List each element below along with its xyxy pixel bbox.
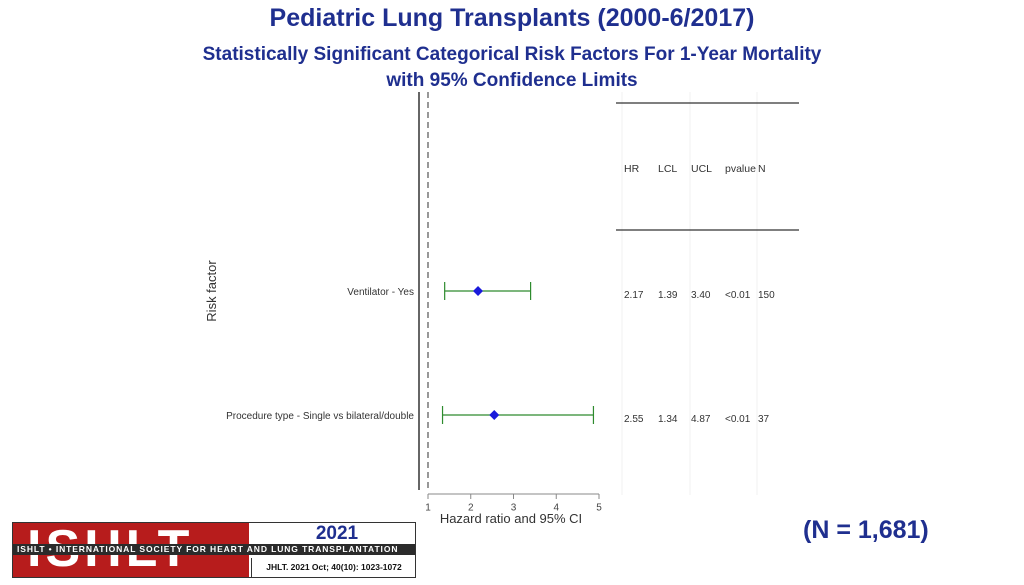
x-axis-title: Hazard ratio and 95% CI [440,511,582,526]
hr-point-2 [489,410,500,420]
x-tick-label-1: 1 [425,502,431,513]
row-label-2: Procedure type - Single vs bilateral/dou… [226,411,414,422]
ishlt-logo: ISHLT ISHLT • INTERNATIONAL SOCIETY FOR … [12,522,416,578]
y-axis-title: Risk factor [204,260,219,322]
page-subtitle: Statistically Significant Categorical Ri… [0,42,1024,94]
table-header-hr: HR [624,163,640,175]
table-header-pvalue: pvalue [725,163,756,175]
row-1-pvalue-cell: <0.01 [725,290,751,301]
row-1-ucl-cell: 3.40 [691,290,711,301]
row-1-n-cell: 150 [758,290,775,301]
row-2-hr-cell: 2.55 [624,414,644,425]
logo-society-band: ISHLT • INTERNATIONAL SOCIETY FOR HEART … [13,544,415,555]
row-2-lcl-cell: 1.34 [658,414,678,425]
table-header-n: N [758,163,766,175]
row-label-1: Ventilator - Yes [347,287,414,298]
table-header-lcl: LCL [658,163,677,175]
subtitle-line-2: with 95% Confidence Limits [386,70,638,91]
subtitle-line-1: Statistically Significant Categorical Ri… [202,44,822,65]
row-2-n-cell: 37 [758,414,770,425]
x-tick-label-3: 3 [511,502,517,513]
row-2-pvalue-cell: <0.01 [725,414,751,425]
x-tick-label-5: 5 [596,502,602,513]
x-tick-label-2: 2 [468,502,474,513]
row-1-hr-cell: 2.17 [624,290,644,301]
journal-citation: JHLT. 2021 Oct; 40(10): 1023-1072 [251,558,415,577]
page-title: Pediatric Lung Transplants (2000-6/2017) [269,4,755,32]
row-1-lcl-cell: 1.39 [658,290,678,301]
row-2-ucl-cell: 4.87 [691,414,711,425]
table-header-ucl: UCL [691,163,712,175]
x-tick-label-4: 4 [553,502,559,513]
sample-size-label: (N = 1,681) [803,516,929,544]
hr-point-1 [473,286,484,296]
logo-year: 2021 [315,523,359,544]
